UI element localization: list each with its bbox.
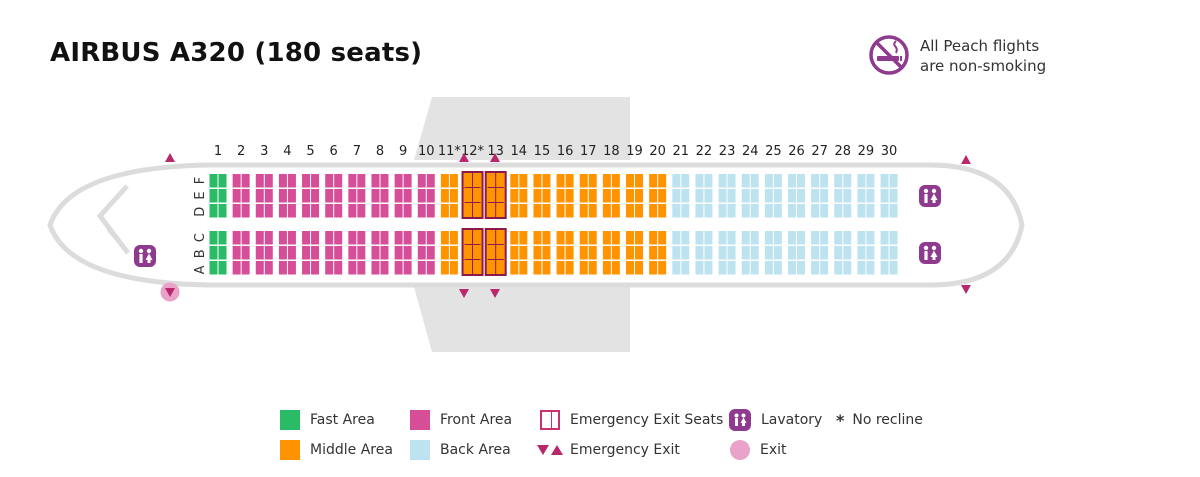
legend-exit-seats-label: Emergency Exit Seats	[570, 412, 724, 428]
lavatory-figure-legs	[932, 257, 936, 260]
row-number-label: 7	[353, 144, 361, 159]
no-smoking-notice: All Peach flights are non-smoking	[868, 34, 1168, 78]
row-number-label: 11*	[438, 144, 462, 159]
emergency-exit-marker	[490, 153, 500, 162]
legend-emergency-exit: Emergency Exit	[536, 438, 680, 462]
row-number-label: 6	[330, 144, 338, 159]
no-smoking-icon	[869, 35, 909, 75]
row-number-label: 8	[376, 144, 384, 159]
lavatory-figure-body	[139, 254, 143, 263]
page-title: AIRBUS A320 (180 seats)	[50, 38, 423, 68]
legend-lavatory: Lavatory	[729, 408, 822, 432]
legend-fast-swatch	[280, 410, 300, 430]
legend-back-swatch	[410, 440, 430, 460]
row-number-label: 17	[580, 144, 597, 159]
no-smoking-line-2: are non-smoking	[920, 57, 1047, 75]
row-number-label: 3	[260, 144, 268, 159]
legend-no-recline: * No recline	[836, 408, 923, 432]
row-number-label: 26	[788, 144, 805, 159]
wing-lower	[414, 287, 630, 352]
lavatory-rear-lower-icon	[919, 242, 941, 264]
legend-front-swatch	[410, 410, 430, 430]
row-number-label: 22	[696, 144, 713, 159]
row-number-label: 5	[306, 144, 314, 159]
row-number-label: 21	[673, 144, 690, 159]
row-number-label: 30	[881, 144, 898, 159]
exit-marker-front-left	[165, 153, 175, 162]
row-number-label: 14	[511, 144, 528, 159]
lavatory-figure-dress	[145, 253, 153, 260]
lavatory-figure-head	[138, 248, 144, 254]
legend-no-recline-label: No recline	[852, 412, 923, 428]
row-number-label: 27	[811, 144, 828, 159]
seat-letters-abc: A B C	[193, 232, 208, 275]
row-number-label: 19	[626, 144, 643, 159]
row-number-label: 20	[649, 144, 666, 159]
lavatory-figure-body	[924, 251, 928, 260]
emergency-exit-marker	[459, 289, 469, 298]
row-number-label: 10	[418, 144, 435, 159]
legend-back-area: Back Area	[410, 438, 511, 462]
lavatory-figure-head	[931, 245, 937, 251]
row-number-label: 23	[719, 144, 736, 159]
legend-middle-label: Middle Area	[310, 442, 393, 458]
emergency-exit-marker	[459, 153, 469, 162]
lavatory-figure-dress	[930, 250, 938, 257]
legend-exit-label: Exit	[760, 442, 787, 458]
row-number-label: 9	[399, 144, 407, 159]
cabin-seat-plan: 1 2 3 4 5 6 7 8 9 10 11* 12* 13 14 15 16 17 18 19 20 21 22 23 2…	[47, 97, 1025, 352]
row-number-label: 13	[487, 144, 504, 159]
seat-letters-def: D E F	[193, 175, 208, 216]
legend-lavatory-label: Lavatory	[761, 412, 823, 428]
row-number-label: 4	[283, 144, 291, 159]
lavatory-icon	[729, 409, 751, 431]
lavatory-figure-head	[923, 245, 929, 251]
no-smoking-text: All Peach flights are non-smoking	[920, 36, 1046, 76]
exit-circle-icon	[730, 440, 750, 460]
lavatory-front-icon	[134, 245, 156, 267]
legend-exit-seats: Emergency Exit Seats	[540, 408, 723, 432]
row-number-label: 1	[214, 144, 222, 159]
emergency-exit-triangles-icon	[536, 443, 564, 457]
legend-exit: Exit	[730, 438, 787, 462]
exit-marker-front-right	[165, 288, 175, 297]
cockpit-outline	[96, 184, 130, 255]
lavatory-figure-body	[924, 194, 928, 203]
row-number-label: 29	[858, 144, 875, 159]
row-number-label: 24	[742, 144, 759, 159]
exit-marker-rear-right	[961, 285, 971, 294]
exit-seat-swatch	[540, 410, 560, 430]
row-number-label: 18	[603, 144, 620, 159]
legend-front-label: Front Area	[440, 412, 513, 428]
row-number-label: 28	[835, 144, 852, 159]
lavatory-rear-upper-icon	[919, 185, 941, 207]
no-recline-symbol: *	[836, 410, 845, 430]
wing-upper	[414, 97, 630, 160]
legend-middle-area: Middle Area	[280, 438, 393, 462]
legend-front-area: Front Area	[410, 408, 512, 432]
legend-middle-swatch	[280, 440, 300, 460]
lavatory-figure-dress	[930, 193, 938, 200]
legend-back-label: Back Area	[440, 442, 511, 458]
row-number-label: 12*	[461, 144, 485, 159]
emergency-exit-marker	[490, 289, 500, 298]
lavatory-figure-legs	[932, 200, 936, 203]
lavatory-figure-head	[923, 188, 929, 194]
row-number-label: 16	[557, 144, 574, 159]
lavatory-figure-head	[931, 188, 937, 194]
exit-marker-rear-left	[961, 155, 971, 164]
lavatory-figure-legs	[147, 260, 151, 263]
row-number-label: 2	[237, 144, 245, 159]
row-number-label: 15	[534, 144, 551, 159]
lavatory-figure-head	[146, 248, 152, 254]
legend-fast-area: Fast Area	[280, 408, 375, 432]
legend-fast-label: Fast Area	[310, 412, 375, 428]
no-smoking-line-1: All Peach flights	[920, 37, 1040, 55]
row-number-label: 25	[765, 144, 782, 159]
legend-emergency-exit-label: Emergency Exit	[570, 442, 680, 458]
